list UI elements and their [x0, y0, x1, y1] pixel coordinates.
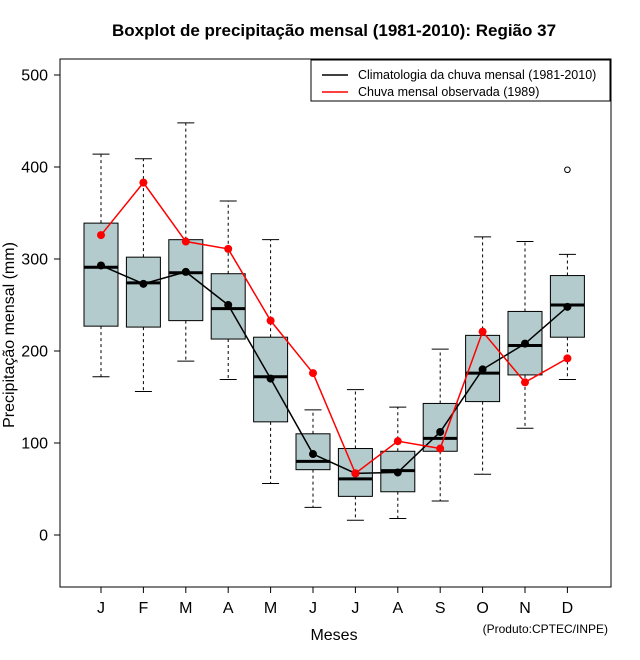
series-point-climatology	[139, 279, 148, 288]
series-point-observed	[181, 237, 190, 246]
series-point-observed	[563, 354, 572, 363]
legend-box	[310, 59, 611, 102]
x-tick-label: A	[223, 600, 234, 617]
x-tick-label: J	[309, 600, 317, 617]
iqr-box	[168, 239, 204, 322]
series-point-climatology	[478, 365, 487, 374]
box-9	[422, 348, 458, 502]
series-point-observed	[139, 178, 148, 187]
series-point-climatology	[309, 450, 317, 459]
series-point-climatology	[563, 302, 572, 311]
box-3	[168, 122, 204, 362]
series-point-climatology	[181, 267, 190, 276]
series-point-observed	[436, 444, 445, 453]
x-tick-label: O	[476, 600, 488, 617]
x-tick-label: M	[179, 600, 192, 617]
y-tick-label: 300	[21, 252, 48, 269]
box-12	[549, 166, 585, 381]
x-tick-label: M	[264, 600, 277, 617]
legend-label-observed: Chuva mensal observada (1989)	[358, 85, 539, 99]
box-8	[380, 406, 416, 519]
y-tick-label: 200	[21, 344, 48, 361]
series-point-climatology	[521, 339, 529, 348]
x-tick-label: J	[351, 600, 359, 617]
y-axis: 0 100 200 300 400 500	[21, 68, 60, 545]
plot-frame	[59, 58, 612, 588]
y-tick-label: 400	[21, 160, 48, 177]
series-point-observed	[309, 369, 317, 378]
y-tick-label: 500	[21, 68, 48, 85]
iqr-box	[83, 222, 119, 327]
series-point-climatology	[224, 301, 233, 309]
legend-label-climatology: Climatologia da chuva mensal (1981-2010)	[358, 68, 596, 82]
chart-title: Boxplot de precipitação mensal (1981-201…	[112, 21, 556, 40]
y-tick-label: 100	[21, 436, 48, 453]
x-tick-label: F	[139, 600, 149, 617]
box-4	[210, 200, 246, 381]
x-tick-label: J	[97, 600, 105, 617]
iqr-box	[125, 256, 161, 328]
series-point-observed	[478, 327, 487, 336]
x-tick-label: S	[435, 600, 446, 617]
series-lines	[97, 178, 572, 478]
series-point-climatology	[436, 427, 445, 436]
series-line-climatology	[100, 264, 568, 475]
legend: Climatologia da chuva mensal (1981-2010)…	[310, 59, 611, 102]
box-5	[253, 239, 289, 484]
iqr-box	[422, 402, 458, 452]
series-point-climatology	[393, 468, 402, 477]
series-point-observed	[224, 244, 233, 253]
x-tick-label: D	[562, 600, 574, 617]
box-11	[507, 241, 543, 429]
series-point-climatology	[266, 374, 275, 383]
box-7	[337, 389, 373, 521]
outlier-point	[564, 166, 571, 174]
series-point-observed	[393, 437, 402, 446]
box-1	[83, 153, 119, 378]
box-group	[83, 122, 585, 521]
series-line-observed	[100, 181, 568, 475]
product-credit: (Produto:CPTEC/INPE)	[483, 622, 608, 636]
x-tick-label: A	[392, 600, 403, 617]
box-10	[465, 236, 501, 475]
series-point-observed	[351, 469, 360, 478]
x-tick-label: N	[519, 600, 531, 617]
series-point-observed	[97, 231, 105, 240]
y-tick-label: 0	[39, 528, 48, 545]
series-point-observed	[521, 378, 529, 387]
series-point-climatology	[97, 261, 105, 270]
series-point-observed	[266, 316, 275, 325]
y-axis-label: Precipitação mensal (mm)	[1, 242, 18, 428]
x-axis-label: Meses	[310, 627, 357, 644]
box-2	[125, 158, 161, 392]
